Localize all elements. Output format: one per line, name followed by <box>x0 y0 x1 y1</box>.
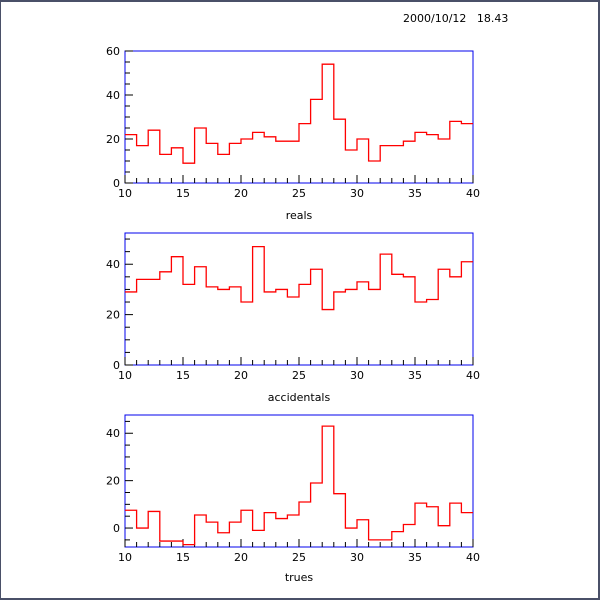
x-tick-label: 30 <box>350 551 364 564</box>
x-tick-label: 20 <box>234 187 248 200</box>
x-tick-label: 40 <box>466 551 480 564</box>
y-tick-label: 20 <box>106 475 120 488</box>
histogram-line <box>125 245 473 311</box>
x-tick-label: 35 <box>408 551 422 564</box>
histogram-line <box>125 63 473 164</box>
x-tick-label: 30 <box>350 369 364 382</box>
y-tick-label: 40 <box>106 89 120 102</box>
plot-frame <box>124 50 474 184</box>
x-tick-label: 25 <box>292 369 306 382</box>
y-tick-label: 0 <box>113 177 120 190</box>
x-tick-label: 10 <box>118 369 132 382</box>
x-tick-label: 20 <box>234 551 248 564</box>
x-tick-label: 25 <box>292 187 306 200</box>
plot-frame <box>124 232 474 366</box>
plot-frame <box>124 414 474 548</box>
timestamp: 2000/10/12 18.43 <box>403 12 509 25</box>
y-tick-label: 0 <box>113 522 120 535</box>
y-tick-label: 40 <box>106 427 120 440</box>
x-tick-label: 10 <box>118 551 132 564</box>
x-tick-label: 15 <box>176 551 190 564</box>
x-tick-label: 30 <box>350 187 364 200</box>
y-tick-label: 20 <box>106 133 120 146</box>
y-tick-label: 60 <box>106 45 120 58</box>
x-tick-label: 40 <box>466 369 480 382</box>
x-tick-label: 25 <box>292 551 306 564</box>
x-tick-label: 40 <box>466 187 480 200</box>
x-tick-label: 10 <box>118 187 132 200</box>
y-tick-label: 20 <box>106 309 120 322</box>
x-tick-label: 15 <box>176 187 190 200</box>
y-tick-label: 40 <box>106 258 120 271</box>
x-tick-label: 20 <box>234 369 248 382</box>
x-tick-label: 35 <box>408 187 422 200</box>
x-axis-title: reals <box>286 209 313 222</box>
y-tick-label: 0 <box>113 359 120 372</box>
histogram-line <box>125 425 473 546</box>
x-axis-title: trues <box>285 571 314 584</box>
x-axis-title: accidentals <box>268 391 331 404</box>
x-tick-label: 35 <box>408 369 422 382</box>
x-tick-label: 15 <box>176 369 190 382</box>
